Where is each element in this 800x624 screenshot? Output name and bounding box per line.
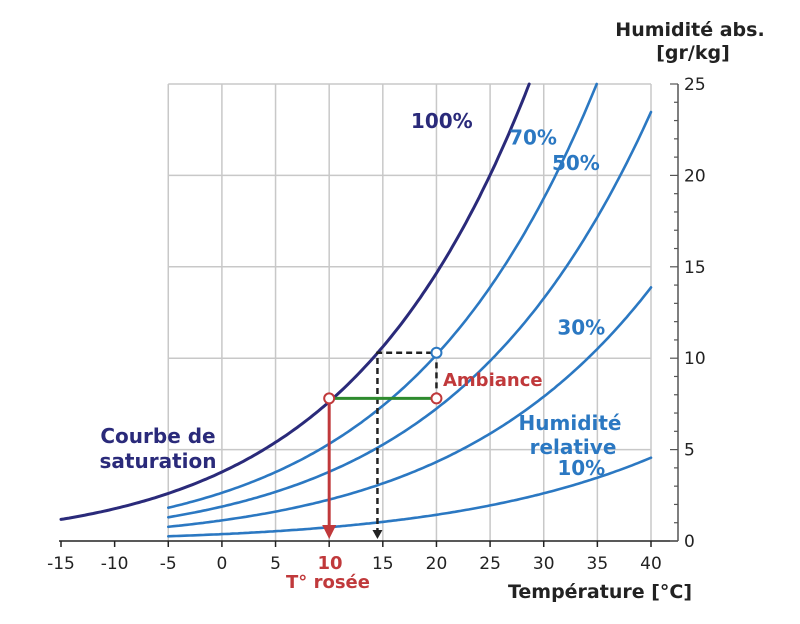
curve-100pct: [59, 82, 531, 521]
curve-50pct: [167, 110, 653, 519]
dashed-arrow-head: [372, 530, 383, 539]
humidity-curves: [59, 82, 653, 538]
chart-labels: Humidité abs. [gr/kg] Température [°C] C…: [100, 19, 765, 603]
y-tick-label: 20: [684, 166, 706, 186]
x-tick-label: 25: [479, 554, 501, 574]
ambient-point-marker: [430, 392, 443, 405]
ambiance-label: Ambiance: [443, 370, 543, 391]
y-tick-label: 25: [684, 75, 706, 95]
curve-label-50pct: 50%: [552, 151, 600, 175]
dew-point-label: T° rosée: [286, 572, 370, 593]
x-tick-label: 20: [426, 554, 448, 574]
x-tick-label: -15: [47, 554, 75, 574]
x-tick-label: 30: [533, 554, 555, 574]
curve-30pct: [167, 286, 653, 529]
x-tick-label: -10: [101, 554, 129, 574]
y-tick-label: 10: [684, 349, 706, 369]
dashed-guide: [376, 351, 438, 532]
dew-point-marker: [323, 392, 336, 405]
y-tick-label: 5: [684, 441, 695, 461]
y-axis-title-line1: Humidité abs.: [615, 19, 764, 41]
x-tick-label: 35: [587, 554, 609, 574]
saturated-point-marker: [430, 346, 443, 359]
x-axis-title: Température [°C]: [508, 581, 692, 603]
x-tick-label: 0: [216, 554, 227, 574]
dew-point-value: 10: [317, 553, 342, 574]
x-tick-label: -5: [160, 554, 177, 574]
guide-lines: [322, 346, 443, 539]
grid: [167, 83, 652, 541]
curve-label-70pct: 70%: [509, 125, 557, 149]
dew-point-arrow-head: [322, 525, 337, 539]
saturation-label-line2: saturation: [100, 449, 217, 473]
x-tick-label: 40: [640, 554, 662, 574]
relative-humidity-label-line2: relative: [530, 435, 617, 459]
curve-10pct: [167, 456, 653, 538]
x-tick-label: 15: [372, 554, 394, 574]
curve-label-100pct: 100%: [411, 109, 473, 133]
y-tick-label: 0: [684, 532, 695, 552]
relative-humidity-label-line1: Humidité: [519, 411, 622, 435]
y-axis-title-line2: [gr/kg]: [656, 42, 730, 64]
curve-70pct: [167, 82, 599, 510]
x-tick-label: 5: [270, 554, 281, 574]
curve-label-30pct: 30%: [557, 315, 605, 339]
axes: -15 -10 -5 0 5 15 20 25 30 35 40 0 5 10 15 20 25: [47, 75, 706, 574]
saturation-label-line1: Courbe de: [100, 424, 215, 448]
y-tick-label: 15: [684, 258, 706, 278]
curve-label-10pct: 10%: [557, 456, 605, 480]
